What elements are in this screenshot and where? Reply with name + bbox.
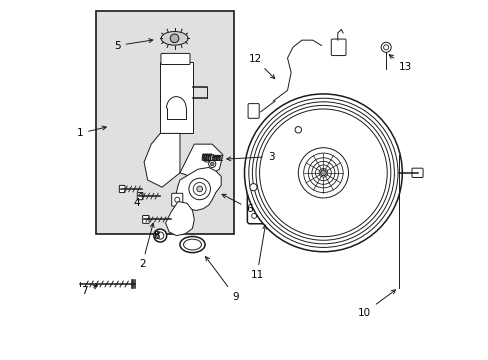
Circle shape (278, 213, 284, 219)
Circle shape (174, 197, 180, 202)
Text: 10: 10 (357, 290, 395, 318)
Circle shape (203, 155, 210, 162)
Circle shape (320, 170, 325, 176)
Polygon shape (180, 144, 223, 180)
Text: 13: 13 (388, 55, 411, 72)
Ellipse shape (294, 127, 301, 133)
Text: 5: 5 (114, 39, 153, 50)
Circle shape (210, 162, 214, 166)
Circle shape (380, 42, 390, 52)
Ellipse shape (256, 186, 278, 211)
Polygon shape (165, 202, 194, 235)
Text: 4: 4 (133, 192, 142, 208)
Text: 6: 6 (222, 194, 252, 214)
Text: 11: 11 (250, 225, 266, 280)
FancyBboxPatch shape (330, 39, 346, 55)
Circle shape (196, 186, 202, 192)
FancyBboxPatch shape (247, 177, 287, 224)
Circle shape (251, 184, 256, 189)
Circle shape (156, 232, 163, 239)
Text: 9: 9 (205, 257, 238, 302)
Bar (96, 12, 233, 234)
Ellipse shape (183, 239, 201, 250)
Circle shape (204, 157, 208, 160)
Text: 3: 3 (226, 152, 274, 162)
FancyBboxPatch shape (171, 193, 183, 206)
Circle shape (188, 178, 210, 200)
Polygon shape (160, 62, 192, 134)
FancyBboxPatch shape (161, 53, 190, 64)
FancyBboxPatch shape (142, 216, 149, 224)
Circle shape (278, 184, 284, 189)
Circle shape (193, 183, 206, 195)
Text: 8: 8 (153, 231, 160, 240)
Circle shape (208, 160, 215, 167)
Text: 12: 12 (248, 54, 274, 78)
Polygon shape (176, 167, 221, 211)
Circle shape (249, 184, 257, 191)
Circle shape (251, 213, 256, 219)
Ellipse shape (180, 237, 204, 253)
Text: 7: 7 (81, 285, 97, 296)
FancyBboxPatch shape (247, 104, 259, 118)
Circle shape (298, 148, 348, 198)
FancyBboxPatch shape (411, 168, 422, 177)
Ellipse shape (161, 32, 187, 45)
Circle shape (244, 94, 402, 252)
FancyBboxPatch shape (119, 185, 125, 193)
Circle shape (383, 45, 388, 50)
Circle shape (153, 229, 166, 242)
Text: 1: 1 (76, 126, 106, 138)
Circle shape (170, 34, 179, 42)
Text: 2: 2 (139, 223, 154, 269)
FancyBboxPatch shape (137, 193, 142, 200)
Polygon shape (144, 134, 180, 187)
